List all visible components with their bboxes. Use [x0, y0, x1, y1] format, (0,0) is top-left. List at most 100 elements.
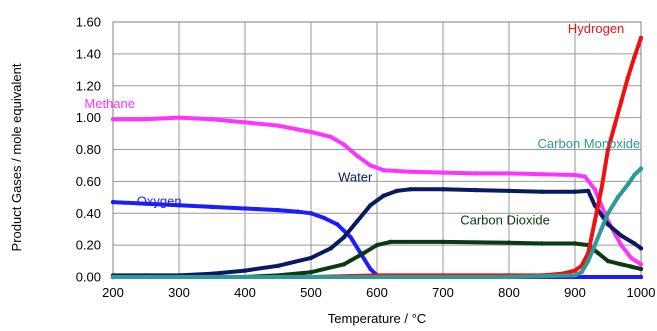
data-point-carbon-monoxide: [632, 172, 637, 178]
data-point-carbon-monoxide: [579, 270, 584, 275]
y-axis-title: Product Gases / mole equivalent: [9, 63, 24, 251]
data-point-water: [586, 188, 591, 194]
data-point-carbon-dioxide: [361, 250, 366, 256]
data-point-carbon-monoxide: [638, 166, 644, 171]
data-point-oxygen: [308, 211, 314, 216]
data-point-methane: [473, 171, 479, 176]
data-point-hydrogen: [638, 35, 644, 41]
data-point-carbon-dioxide: [572, 241, 578, 246]
data-point-oxygen: [209, 204, 215, 210]
data-point-hydrogen: [599, 187, 604, 192]
data-point-carbon-dioxide: [619, 262, 624, 267]
series-label-hydrogen: Hydrogen: [568, 21, 624, 36]
data-point-methane: [572, 172, 578, 178]
y-tick-label: 1.00: [76, 110, 101, 125]
x-tick-label: 200: [102, 285, 124, 300]
data-point-carbon-monoxide: [625, 182, 630, 187]
data-point-methane: [328, 134, 333, 139]
data-point-methane: [638, 262, 644, 267]
data-point-carbon-monoxide: [110, 274, 116, 280]
data-point-carbon-dioxide: [374, 242, 380, 248]
data-point-carbon-dioxide: [539, 241, 545, 246]
data-point-water: [638, 246, 644, 251]
y-tick-label: 1.20: [76, 78, 101, 93]
data-point-oxygen: [638, 274, 644, 280]
data-point-methane: [355, 153, 360, 159]
series-water: [110, 187, 644, 278]
x-tick-label: 300: [168, 285, 190, 300]
y-tick-label: 0.00: [76, 270, 101, 285]
series-label-carbon-monoxide: Carbon Monoxide: [538, 136, 641, 151]
data-point-hydrogen: [625, 75, 630, 81]
data-point-water: [440, 187, 446, 192]
data-point-methane: [628, 255, 634, 261]
data-point-oxygen: [322, 215, 327, 221]
data-point-carbon-dioxide: [638, 266, 644, 272]
y-tick-label: 1.60: [76, 15, 101, 30]
data-point-water: [355, 219, 360, 224]
data-point-methane: [308, 129, 314, 135]
data-point-oxygen: [143, 201, 149, 206]
data-point-oxygen: [348, 235, 353, 240]
x-tick-label: 600: [366, 285, 388, 300]
series-label-oxygen: Oxygen: [137, 193, 182, 208]
data-point-hydrogen: [592, 219, 597, 224]
y-tick-label: 0.40: [76, 206, 101, 221]
y-tick-label: 0.80: [76, 142, 101, 157]
data-point-water: [572, 189, 578, 194]
data-point-carbon-monoxide: [599, 227, 604, 232]
data-point-hydrogen: [612, 123, 617, 128]
series-label-layer: Methane Oxygen Water Carbon Dioxide Hydrogen…: [84, 21, 640, 227]
data-point-methane: [381, 168, 386, 173]
series-line-carbon-monoxide: [111, 166, 643, 279]
series-label-water: Water: [338, 169, 373, 184]
data-point-oxygen: [176, 203, 182, 208]
data-point-water: [407, 187, 413, 192]
data-point-hydrogen: [572, 268, 578, 273]
data-point-oxygen: [335, 222, 340, 227]
tick-labels: 200 300 400 500 600 700 800 900 1000 0.00 0.20 0.40…: [76, 15, 656, 301]
series-layer: [110, 35, 644, 280]
x-tick-label: 500: [300, 285, 322, 300]
y-tick-label: 0.20: [76, 238, 101, 253]
data-point-carbon-dioxide: [308, 270, 314, 275]
data-point-methane: [407, 169, 413, 174]
data-point-methane: [539, 172, 545, 177]
data-point-carbon-monoxide: [615, 195, 621, 200]
data-point-methane: [619, 242, 624, 248]
data-point-water: [242, 268, 248, 273]
data-point-methane: [275, 123, 281, 128]
data-point-oxygen: [242, 206, 248, 211]
data-point-carbon-dioxide: [605, 258, 611, 264]
data-point-methane: [176, 115, 182, 120]
data-point-water: [619, 233, 624, 238]
data-point-water: [473, 187, 479, 193]
data-point-hydrogen: [632, 54, 637, 60]
series-label-carbon-dioxide: Carbon Dioxide: [460, 212, 550, 227]
data-point-methane: [440, 170, 446, 175]
data-point-water: [368, 203, 373, 208]
data-point-carbon-dioxide: [595, 250, 601, 256]
data-point-water: [506, 188, 512, 194]
x-tick-label: 700: [432, 285, 454, 300]
data-point-oxygen: [275, 207, 281, 213]
data-point-water: [605, 222, 611, 227]
data-point-carbon-monoxide: [586, 258, 591, 264]
data-point-water: [632, 241, 637, 246]
data-point-carbon-monoxide: [572, 273, 578, 278]
y-tick-label: 0.60: [76, 174, 101, 189]
data-point-carbon-dioxide: [506, 240, 512, 245]
data-point-water: [308, 255, 314, 261]
data-point-water: [209, 271, 215, 276]
series-carbon-monoxide: [110, 166, 644, 280]
data-point-methane: [110, 117, 116, 122]
y-tick-label: 1.40: [76, 46, 101, 61]
x-tick-label: 1000: [627, 285, 656, 300]
x-axis-title: Temperature / °C: [328, 311, 426, 326]
data-point-methane: [143, 117, 149, 122]
data-point-water: [381, 193, 386, 198]
data-point-hydrogen: [619, 99, 624, 104]
data-point-carbon-monoxide: [506, 274, 512, 280]
data-point-hydrogen: [605, 147, 611, 152]
